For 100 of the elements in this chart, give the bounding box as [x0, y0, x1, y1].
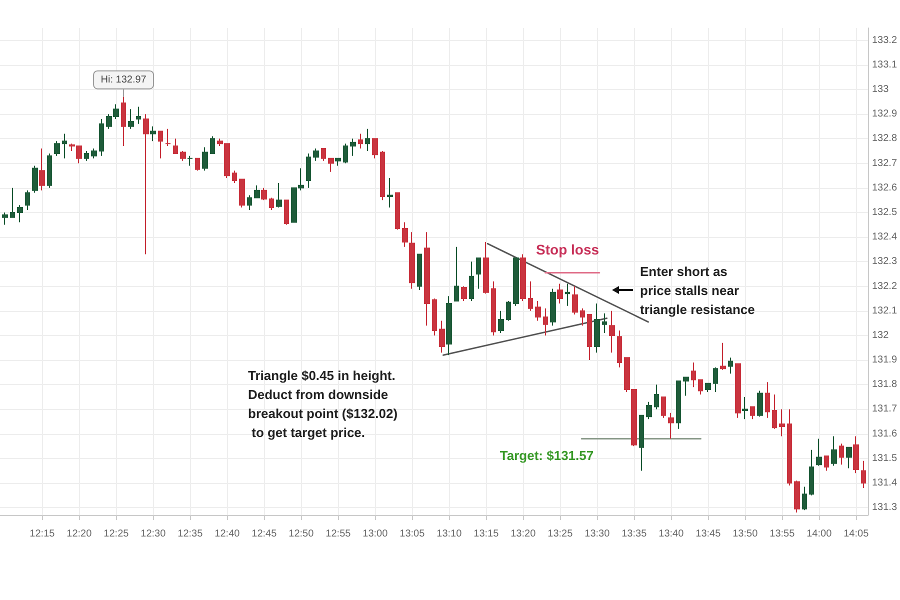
x-tick-label: 12:55 — [326, 528, 352, 540]
candlestick — [550, 288, 556, 326]
candlestick — [17, 204, 23, 223]
x-tick-label: 12:45 — [252, 528, 278, 540]
candlestick — [84, 150, 89, 162]
candlestick — [528, 280, 533, 312]
annotation: Triangle $0.45 in height. Deduct from downside breakout point ($132.02) to get target price. — [248, 368, 398, 440]
y-tick-label: 131.4 — [872, 478, 898, 489]
candlestick — [779, 408, 785, 437]
candlestick — [343, 143, 348, 164]
x-tick-label: 13:15 — [474, 528, 500, 540]
candlestick — [543, 308, 548, 336]
candlestick — [2, 212, 8, 226]
candlestick — [705, 382, 711, 393]
y-tick-label: 132.7 — [872, 158, 898, 169]
candlestick — [476, 257, 481, 290]
candlestick — [202, 146, 208, 172]
candlestick — [661, 396, 666, 418]
candlestick — [99, 118, 104, 156]
y-tick-label: 131.7 — [872, 404, 898, 415]
x-tick-label: 13:25 — [548, 528, 574, 540]
candlestick — [587, 314, 592, 361]
candlestick — [276, 182, 282, 208]
candlestick — [506, 300, 511, 322]
candlestick — [461, 286, 467, 302]
y-tick-label: 132.3 — [872, 256, 898, 268]
candlestick — [372, 138, 378, 159]
annotation: Stop loss — [536, 242, 600, 258]
candlestick — [491, 280, 496, 336]
y-tick-label: 131.5 — [872, 452, 898, 464]
candlestick — [654, 384, 659, 410]
candlestick — [750, 406, 755, 420]
x-tick-label: 12:40 — [214, 528, 240, 540]
candlestick — [62, 133, 67, 159]
annotation: Hi: 132.97 — [100, 74, 147, 86]
candlestick — [535, 300, 541, 322]
candlestick — [720, 342, 726, 370]
candlestick — [306, 152, 311, 188]
y-tick-label: 132.8 — [872, 133, 898, 144]
candlestick — [358, 133, 363, 150]
y-tick-label: 132.9 — [872, 108, 898, 120]
candlestick — [232, 170, 237, 184]
candlestick — [402, 222, 408, 248]
candlestick — [239, 178, 245, 208]
candlestick — [794, 480, 800, 514]
candlestick — [350, 138, 356, 156]
candlestick — [195, 158, 200, 172]
x-tick-label: 12:50 — [288, 528, 314, 540]
annotation: Target: $131.57 — [500, 448, 594, 463]
candlestick — [846, 446, 852, 469]
x-tick-label: 12:25 — [104, 528, 130, 540]
candlestick — [39, 148, 45, 191]
y-tick-label: 131.8 — [872, 379, 898, 390]
candlestick — [247, 194, 252, 211]
candlestick — [513, 257, 519, 306]
x-tick-label: 13:35 — [622, 528, 648, 540]
candlestick — [143, 114, 149, 255]
candlestick — [395, 192, 400, 230]
candlestick — [254, 184, 260, 198]
y-tick-label: 133.1 — [872, 59, 898, 70]
candlestick — [446, 296, 452, 356]
candlestick — [646, 401, 652, 420]
candlestick — [639, 414, 644, 472]
candlestick — [424, 232, 430, 326]
candlestick — [824, 455, 829, 472]
candlestick — [417, 254, 422, 290]
candlestick — [150, 126, 156, 142]
candlestick — [136, 106, 141, 124]
candlestick — [809, 449, 814, 496]
y-tick-label: 132.5 — [872, 206, 898, 218]
x-tick-label: 13:20 — [510, 528, 536, 540]
candlestick — [32, 165, 38, 194]
candlestick — [602, 312, 607, 334]
candlestick — [617, 330, 622, 368]
x-tick-label: 14:00 — [806, 528, 832, 540]
annotation: Enter short as price stalls near triangle resistance — [640, 264, 755, 317]
candlestick — [728, 357, 733, 374]
candlestick — [594, 302, 600, 354]
y-tick-label: 131.3 — [872, 502, 898, 514]
y-tick-label: 132 — [872, 330, 890, 341]
candlestick — [432, 298, 437, 336]
candlestick — [210, 136, 215, 154]
x-tick-label: 13:00 — [362, 528, 388, 540]
candlestick — [187, 155, 193, 166]
candlestick — [853, 436, 859, 474]
x-tick-label: 13:40 — [658, 528, 684, 540]
candlestick — [498, 310, 504, 334]
candlestick — [839, 443, 844, 466]
candlestick — [261, 187, 267, 201]
candlestick — [609, 310, 615, 354]
candlestick — [469, 261, 474, 302]
y-tick-label: 132.6 — [872, 182, 898, 194]
candlestick — [580, 308, 585, 326]
candlestick — [439, 320, 445, 354]
candlestick — [691, 362, 696, 388]
candlestick — [676, 380, 681, 430]
candlestick — [802, 486, 807, 511]
candlestick — [520, 254, 526, 302]
candlestick — [380, 150, 385, 201]
candlestick — [787, 408, 792, 486]
